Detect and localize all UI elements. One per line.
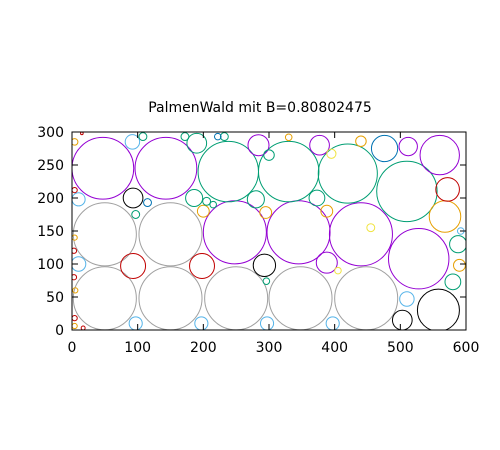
palm-circle xyxy=(444,273,462,291)
palm-circle xyxy=(388,228,450,290)
palm-circle xyxy=(138,202,203,267)
palm-circle xyxy=(180,132,190,142)
palm-circle xyxy=(186,132,208,154)
x-tick-label: 0 xyxy=(68,340,77,356)
axis-ticks: 0 100 200 300 400 500 600 0 50 100 150 200 250 300 xyxy=(37,125,479,356)
palm-circle xyxy=(134,136,198,200)
palm-circle xyxy=(72,256,87,272)
x-tick-label: 400 xyxy=(321,340,348,356)
palm-circle xyxy=(453,258,466,272)
palm-circle xyxy=(213,132,222,141)
palm-circle xyxy=(252,253,277,277)
palm-circle xyxy=(328,202,393,267)
palm-circle xyxy=(334,266,399,330)
palm-circle xyxy=(325,316,340,330)
palm-circle xyxy=(196,204,210,218)
palm-circle xyxy=(317,143,378,204)
plot-circles xyxy=(72,132,466,330)
palm-circle xyxy=(122,187,144,209)
palm-circle xyxy=(124,134,141,150)
palm-circle xyxy=(262,277,271,285)
palm-circle xyxy=(320,204,334,218)
palm-circle xyxy=(366,223,376,233)
palm-circle xyxy=(309,134,330,156)
palm-circle xyxy=(263,149,275,161)
palm-circle xyxy=(189,253,215,279)
palm-circle xyxy=(185,188,204,208)
palm-circle xyxy=(120,253,147,279)
palm-circle xyxy=(284,133,293,142)
palm-circle xyxy=(370,134,399,163)
y-tick-label: 150 xyxy=(37,224,64,240)
palm-circle xyxy=(72,287,79,294)
palm-circle xyxy=(266,200,331,265)
x-tick-label: 300 xyxy=(256,340,283,356)
palm-circle xyxy=(194,316,209,330)
y-tick-label: 300 xyxy=(37,125,64,141)
palm-circle xyxy=(419,134,460,176)
x-tick-label: 500 xyxy=(387,340,414,356)
palm-circle xyxy=(398,136,418,157)
palm-circle xyxy=(209,200,217,209)
palm-circle xyxy=(219,132,229,142)
palm-circle xyxy=(202,200,267,265)
palm-circle xyxy=(72,314,78,322)
palm-circle xyxy=(128,316,143,330)
x-tick-label: 100 xyxy=(124,340,151,356)
palm-circle xyxy=(308,189,326,207)
palm-circle xyxy=(138,132,148,142)
palm-circle xyxy=(259,206,273,219)
palm-circle xyxy=(72,322,78,330)
palm-circle xyxy=(138,266,203,330)
palm-circle xyxy=(72,186,78,194)
palm-circle xyxy=(204,266,269,330)
palm-circle xyxy=(80,325,86,330)
palm-circle xyxy=(247,134,270,157)
palm-circle xyxy=(268,266,333,330)
palm-circle xyxy=(72,234,78,241)
x-tick-label: 600 xyxy=(453,340,480,356)
palm-circle xyxy=(449,235,466,254)
palm-circle xyxy=(326,148,337,159)
palm-circle xyxy=(257,140,320,203)
chart-title: PalmenWald mit B=0.80802475 xyxy=(148,100,372,116)
palm-circle xyxy=(315,251,338,274)
palm-circle xyxy=(131,210,141,219)
y-tick-label: 0 xyxy=(55,323,64,339)
palm-circle xyxy=(391,309,413,330)
palm-circle xyxy=(416,288,460,330)
palm-circle xyxy=(334,266,342,275)
x-tick-label: 200 xyxy=(190,340,217,356)
palm-circle xyxy=(376,160,438,223)
palm-circle xyxy=(202,196,212,206)
palm-circle xyxy=(72,247,78,254)
palm-circle xyxy=(143,198,152,208)
palm-circle xyxy=(259,316,275,330)
palm-circle xyxy=(72,202,137,267)
palm-circle xyxy=(72,274,78,281)
palm-circle xyxy=(435,177,460,202)
palm-circle xyxy=(72,192,86,207)
y-tick-label: 250 xyxy=(37,158,64,174)
palm-circle xyxy=(72,136,135,200)
palm-circle xyxy=(72,138,79,146)
y-tick-label: 200 xyxy=(37,191,64,207)
palm-circle xyxy=(428,200,462,233)
palm-circle xyxy=(246,190,265,209)
y-tick-label: 50 xyxy=(46,290,64,306)
palm-circle xyxy=(399,291,415,307)
palm-circle xyxy=(355,135,367,147)
y-tick-label: 100 xyxy=(37,257,64,273)
